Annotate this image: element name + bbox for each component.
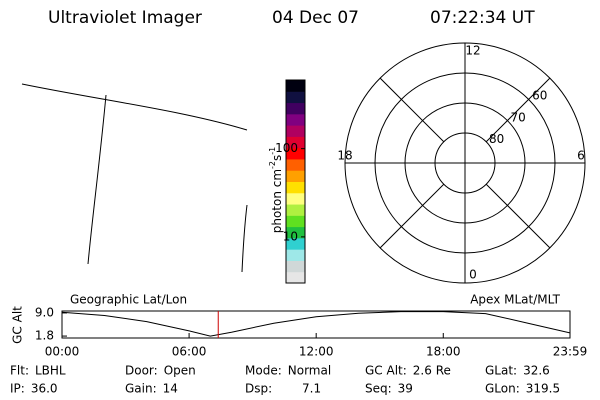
color-band [286,271,305,284]
x-tick-label: 06:00 [172,345,207,359]
mlt-label: 18 [337,149,352,163]
exponent: -1 [268,147,277,155]
color-band [286,215,305,228]
field-label: Gain: [125,382,157,396]
geo-line [87,94,107,265]
x-tick-label: 00:00 [45,345,80,359]
color-band [286,125,305,137]
panel-title: Apex MLat/MLT [470,293,560,307]
tick-label: 10 [283,229,298,243]
color-band [286,147,305,160]
timeline: Geographic Lat/Lon Apex MLat/MLT GC Alt 9.0… [11,293,588,359]
color-band [286,80,305,92]
field-label: Flt: [10,364,29,378]
color-band [286,226,305,239]
y-tick-label: 1.8 [35,329,54,343]
field-value: Open [164,364,196,378]
x-tick-label: 18:00 [426,345,461,359]
colorbar-label: photon cm-2s-1 [268,147,284,234]
field-value: 7.1 [302,382,321,396]
color-band [286,181,305,194]
lat-label: 80 [489,132,504,146]
field-label: GLat: [485,364,517,378]
field-value: 36.0 [31,382,58,396]
instrument: Ultraviolet Imager [48,8,202,28]
field-label: Seq: [365,382,392,396]
axis [379,183,445,249]
field-value: 32.6 [523,364,550,378]
field-value: 2.6 Re [413,364,451,378]
info: Flt: LBHL Door: Open Mode: Normal GC Alt: 2.6 R… [10,364,560,396]
color-band [286,91,305,104]
color-band [286,249,305,261]
field-value: 14 [163,382,178,396]
tick-label: 100 [275,141,298,155]
color-band [286,192,305,205]
lat-ring [374,72,556,254]
geo-line [241,204,248,273]
panel-title: Geographic Lat/Lon [70,293,187,307]
color-band [286,204,305,216]
field-label: Dsp: [245,382,272,396]
field-value: Normal [288,364,331,378]
color-band [286,170,305,182]
exponent: -2 [268,161,277,169]
field-label: Mode: [245,364,282,378]
axis [379,77,445,143]
colorbar: 10 100 [275,79,306,284]
color-band [286,113,305,126]
field-label: Door: [125,364,158,378]
geo-line [21,83,248,131]
y-label: GC Alt [11,306,25,344]
time: 07:22:34 UT [430,8,535,28]
lat-label: 70 [511,110,526,124]
color-band [286,136,305,149]
field-value: 39 [398,382,413,396]
field-label: IP: [10,382,25,396]
mlt-label: 0 [469,268,477,282]
altitude-line [61,311,571,337]
field-label: GC Alt: [365,364,407,378]
mlt-label: 6 [577,149,585,163]
color-band [286,260,305,273]
geo-lines [21,83,248,273]
field-label: GLon: [485,382,520,396]
axis [485,183,551,249]
lat-ring [434,132,496,194]
mlt-label: 12 [465,44,480,58]
y-tick-label: 9.0 [35,305,54,319]
color-band [286,158,305,171]
unit: photon cm [270,169,284,233]
color-band [286,102,305,115]
color-band [286,237,305,250]
field-value: LBHL [35,364,66,378]
x-tick-label: 23:59 [553,345,588,359]
axis [485,77,551,143]
lat-label: 60 [532,89,547,103]
unit: s [270,155,284,161]
date: 04 Dec 07 [272,8,359,28]
lat-ring [404,102,526,224]
colorbar-frame [285,79,306,284]
x-tick-label: 12:00 [299,345,334,359]
field-value: 319.5 [526,382,560,396]
